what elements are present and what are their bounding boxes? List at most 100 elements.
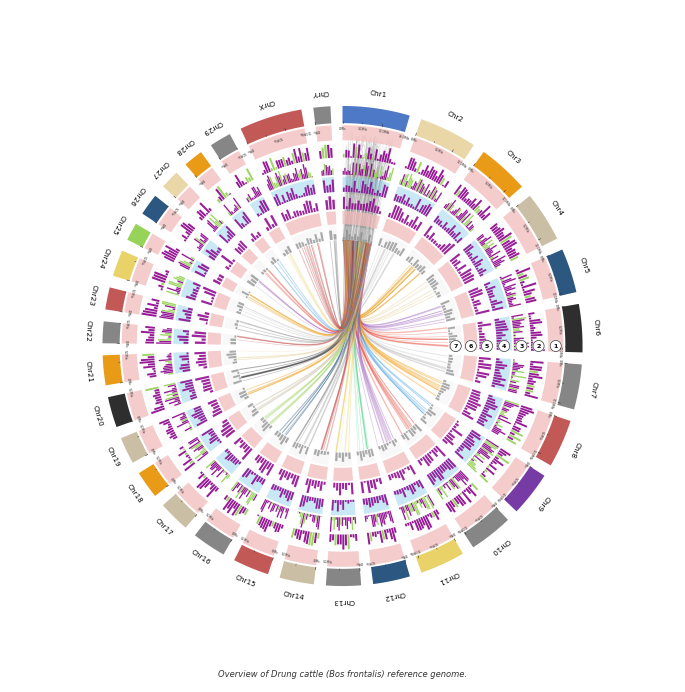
Polygon shape [232,457,238,464]
Polygon shape [203,381,211,385]
Polygon shape [188,361,189,363]
Polygon shape [403,506,410,520]
Polygon shape [388,441,391,444]
Polygon shape [440,178,445,185]
Polygon shape [520,281,525,284]
Polygon shape [173,352,190,374]
Text: Chr22: Chr22 [85,320,92,343]
Text: 0Mb: 0Mb [271,549,279,556]
Polygon shape [232,387,249,404]
Polygon shape [431,511,436,518]
Polygon shape [458,446,463,451]
Polygon shape [242,448,253,460]
Polygon shape [406,221,409,226]
Polygon shape [242,529,279,556]
Polygon shape [153,274,166,280]
Polygon shape [447,366,451,369]
Polygon shape [201,338,206,341]
Polygon shape [179,318,190,322]
Polygon shape [272,504,276,511]
Polygon shape [242,271,260,287]
Polygon shape [328,534,358,549]
Polygon shape [238,243,245,251]
Polygon shape [228,298,245,315]
Polygon shape [228,356,236,358]
Polygon shape [514,346,529,347]
Polygon shape [388,511,392,522]
Polygon shape [234,323,238,326]
Polygon shape [512,322,521,325]
Polygon shape [505,287,516,292]
Polygon shape [346,172,347,175]
Polygon shape [202,447,205,450]
Polygon shape [403,432,410,441]
Polygon shape [492,255,506,264]
Polygon shape [219,441,222,444]
Polygon shape [366,187,369,194]
Polygon shape [162,252,175,260]
Polygon shape [259,201,267,212]
Polygon shape [499,413,505,417]
Polygon shape [317,516,321,529]
Polygon shape [153,394,160,397]
Polygon shape [155,391,160,394]
Polygon shape [282,455,305,474]
Text: 50Mb: 50Mb [428,540,438,547]
Polygon shape [461,389,487,421]
Polygon shape [298,174,301,180]
Polygon shape [160,288,163,291]
Polygon shape [294,475,299,487]
Polygon shape [464,220,471,226]
Polygon shape [384,154,388,163]
Text: 50Mb: 50Mb [472,512,482,521]
Polygon shape [197,265,208,272]
Polygon shape [391,242,397,252]
Polygon shape [295,174,297,181]
Polygon shape [237,485,243,493]
Polygon shape [405,181,408,187]
Polygon shape [490,462,493,464]
Polygon shape [221,473,229,482]
Polygon shape [216,448,242,474]
Polygon shape [216,224,236,244]
Polygon shape [357,451,359,455]
Polygon shape [342,211,380,229]
Polygon shape [342,143,399,165]
Polygon shape [477,368,480,371]
Polygon shape [357,237,359,241]
Polygon shape [491,226,498,232]
Polygon shape [232,369,239,373]
Polygon shape [307,464,328,480]
Polygon shape [451,210,454,214]
Polygon shape [239,441,246,448]
Polygon shape [497,340,507,342]
Polygon shape [366,480,371,493]
Text: 0Mb: 0Mb [339,127,346,131]
Polygon shape [177,280,184,284]
Polygon shape [349,234,351,239]
Polygon shape [529,316,531,318]
Polygon shape [435,243,438,246]
Polygon shape [242,388,245,390]
Polygon shape [253,406,256,408]
Text: 50Mb: 50Mb [123,349,127,359]
Polygon shape [256,456,262,464]
Polygon shape [184,437,209,462]
Polygon shape [195,408,202,412]
Polygon shape [229,264,232,267]
Polygon shape [353,181,356,192]
Text: 50Mb: 50Mb [433,147,443,155]
Polygon shape [410,262,412,265]
Polygon shape [393,206,400,219]
Polygon shape [155,401,162,405]
Polygon shape [388,528,393,540]
Polygon shape [406,504,412,516]
Polygon shape [454,209,462,217]
Polygon shape [351,237,353,240]
Polygon shape [527,380,536,383]
Text: 50Mb: 50Mb [127,387,133,397]
Text: 100Mb: 100Mb [499,196,510,208]
Polygon shape [458,210,468,220]
Polygon shape [508,390,517,394]
Polygon shape [492,306,495,309]
